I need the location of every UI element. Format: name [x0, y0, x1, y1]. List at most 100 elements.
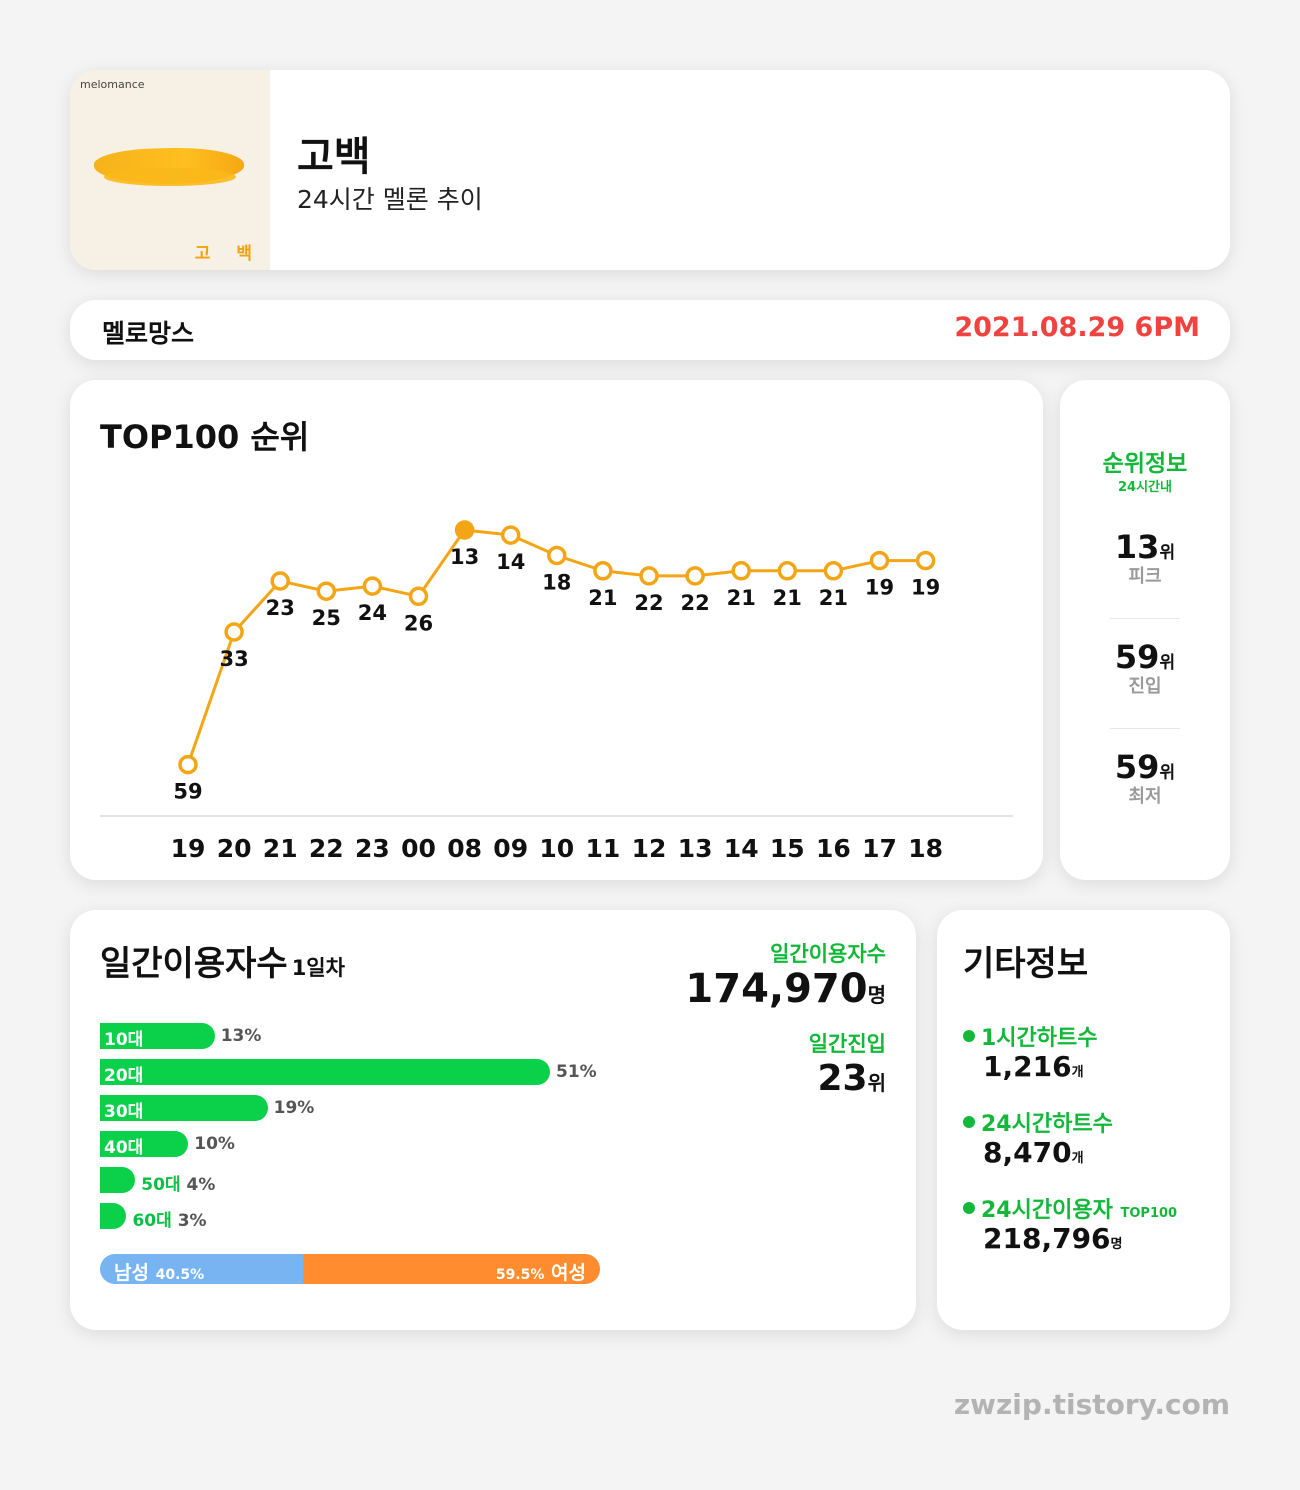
daily-users-day: 1일차	[291, 956, 345, 980]
data-label: 14	[496, 550, 525, 574]
age-label: 10대	[104, 1030, 144, 1050]
rank-lowest-value: 59	[1114, 748, 1160, 786]
album-cover: melomance 고 백	[70, 70, 270, 270]
data-label: 25	[312, 606, 341, 630]
rank-entry: 59위 진입	[1060, 638, 1230, 698]
data-point	[823, 561, 844, 581]
age-row-label: 50대 4%	[141, 1170, 215, 1195]
x-tick-label: 09	[493, 834, 528, 863]
age-label: 30대	[104, 1102, 144, 1122]
data-label: 19	[911, 576, 940, 600]
age-label: 60대	[132, 1211, 172, 1231]
age-label: 40대	[104, 1138, 144, 1158]
data-point	[316, 581, 337, 601]
site-credit: zwzip.tistory.com	[953, 1388, 1230, 1421]
rank-info-title: 순위정보	[1102, 451, 1188, 477]
data-point	[270, 571, 290, 591]
age-percent: 13%	[220, 1026, 262, 1046]
rank-info-card: 순위정보 24시간내 13위 피크 59위 진입 59위 최저	[1060, 380, 1230, 880]
daily-users-top100: 24시간이용자 TOP100 218,796명	[963, 1192, 1177, 1255]
x-tick-label: 11	[586, 834, 621, 863]
rank-entry-value: 59	[1114, 638, 1160, 676]
age-label: 20대	[104, 1066, 144, 1086]
x-tick-label: 21	[263, 834, 298, 863]
rank-info-subtitle: 24시간내	[1118, 480, 1172, 495]
data-point	[500, 525, 521, 545]
artist-bar: 멜로망스 2021.08.29 6PM	[70, 300, 1230, 360]
x-tick-label: 16	[816, 834, 851, 863]
song-subtitle: 24시간 멜론 추이	[297, 185, 483, 214]
data-point	[362, 576, 383, 596]
x-tick-label: 12	[632, 834, 667, 863]
x-tick-label: 22	[309, 834, 344, 863]
rank-unit: 위	[1159, 543, 1176, 563]
data-label: 23	[266, 596, 295, 620]
data-point	[178, 754, 198, 775]
age-percent: 4%	[180, 1175, 216, 1195]
rank-lowest: 59위 최저	[1060, 748, 1230, 808]
age-percent: 51%	[556, 1062, 597, 1082]
album-cover-title: 고 백	[194, 244, 262, 264]
brush-stroke-shadow	[104, 168, 236, 186]
data-point	[224, 622, 244, 642]
gender-female-segment	[302, 1254, 600, 1284]
x-tick-label: 20	[217, 834, 252, 863]
album-brand: melomance	[80, 78, 145, 91]
rank-unit: 위	[1159, 653, 1176, 673]
datetime-stamp: 2021.08.29 6PM	[954, 312, 1200, 343]
age-bar: 30대	[100, 1095, 268, 1122]
daily-users-title-text: 일간이용자수	[100, 944, 288, 984]
data-point	[869, 550, 890, 571]
song-title: 고백	[297, 134, 371, 180]
data-label: 33	[219, 647, 248, 671]
age-label: 50대	[141, 1175, 181, 1195]
age-percent: 10%	[194, 1134, 235, 1154]
x-tick-label: 19	[171, 834, 206, 863]
data-point	[685, 566, 705, 586]
age-percent: 19%	[273, 1098, 315, 1118]
data-point	[731, 561, 751, 581]
peak-point	[454, 520, 475, 540]
data-label: 59	[173, 780, 202, 804]
data-label: 26	[404, 611, 433, 635]
chart-title: TOP100 순위	[100, 418, 310, 456]
x-tick-label: 15	[770, 834, 805, 863]
x-tick-label: 00	[401, 834, 436, 863]
x-tick-label: 23	[355, 834, 390, 863]
data-label: 22	[680, 591, 709, 615]
gender-ratio-bar: 남성 40.5% 59.5% 여성	[100, 1254, 600, 1284]
bullet-dot-icon	[963, 1202, 975, 1214]
data-label: 21	[588, 586, 617, 610]
x-tick-label: 18	[908, 834, 943, 863]
data-point	[408, 586, 429, 607]
age-bar	[100, 1203, 127, 1229]
age-bar: 10대	[100, 1023, 215, 1050]
age-bar: 20대	[100, 1059, 550, 1086]
divider	[1110, 618, 1180, 619]
daily-users-value: 174,970명	[685, 966, 886, 1012]
x-tick-label: 14	[724, 834, 759, 863]
rank-lowest-label: 최저	[1128, 786, 1162, 807]
rank-unit: 위	[1159, 763, 1176, 783]
data-point	[915, 550, 936, 571]
data-point	[777, 561, 798, 581]
age-row-label: 60대 3%	[132, 1206, 206, 1231]
rank-peak-label: 피크	[1128, 566, 1162, 587]
hourly-hearts: 1시간하트수 1,216개	[963, 1020, 1098, 1083]
data-point	[639, 566, 659, 586]
age-bar: 40대	[100, 1131, 189, 1158]
age-bar	[100, 1167, 136, 1193]
gender-male-label: 남성 40.5%	[114, 1262, 205, 1284]
bullet-dot-icon	[963, 1030, 975, 1042]
daily-users-card: 일간이용자수 1일차 10대 13% 20대 51% 30대 19% 40대 10% 50대 4%…	[70, 910, 916, 1330]
rank-entry-label: 진입	[1128, 676, 1162, 697]
daily-entry-value: 23위	[817, 1058, 886, 1099]
data-point	[547, 545, 567, 566]
etc-info-title: 기타정보	[963, 944, 1089, 984]
x-tick-label: 10	[539, 834, 574, 863]
etc-info-card: 기타정보 1시간하트수 1,216개 24시간하트수 8,470개 24시간이용…	[937, 910, 1230, 1330]
gender-male-segment	[100, 1254, 303, 1284]
rank-peak-value: 13	[1114, 528, 1160, 566]
data-label: 22	[634, 591, 663, 615]
age-percent: 3%	[171, 1211, 207, 1231]
